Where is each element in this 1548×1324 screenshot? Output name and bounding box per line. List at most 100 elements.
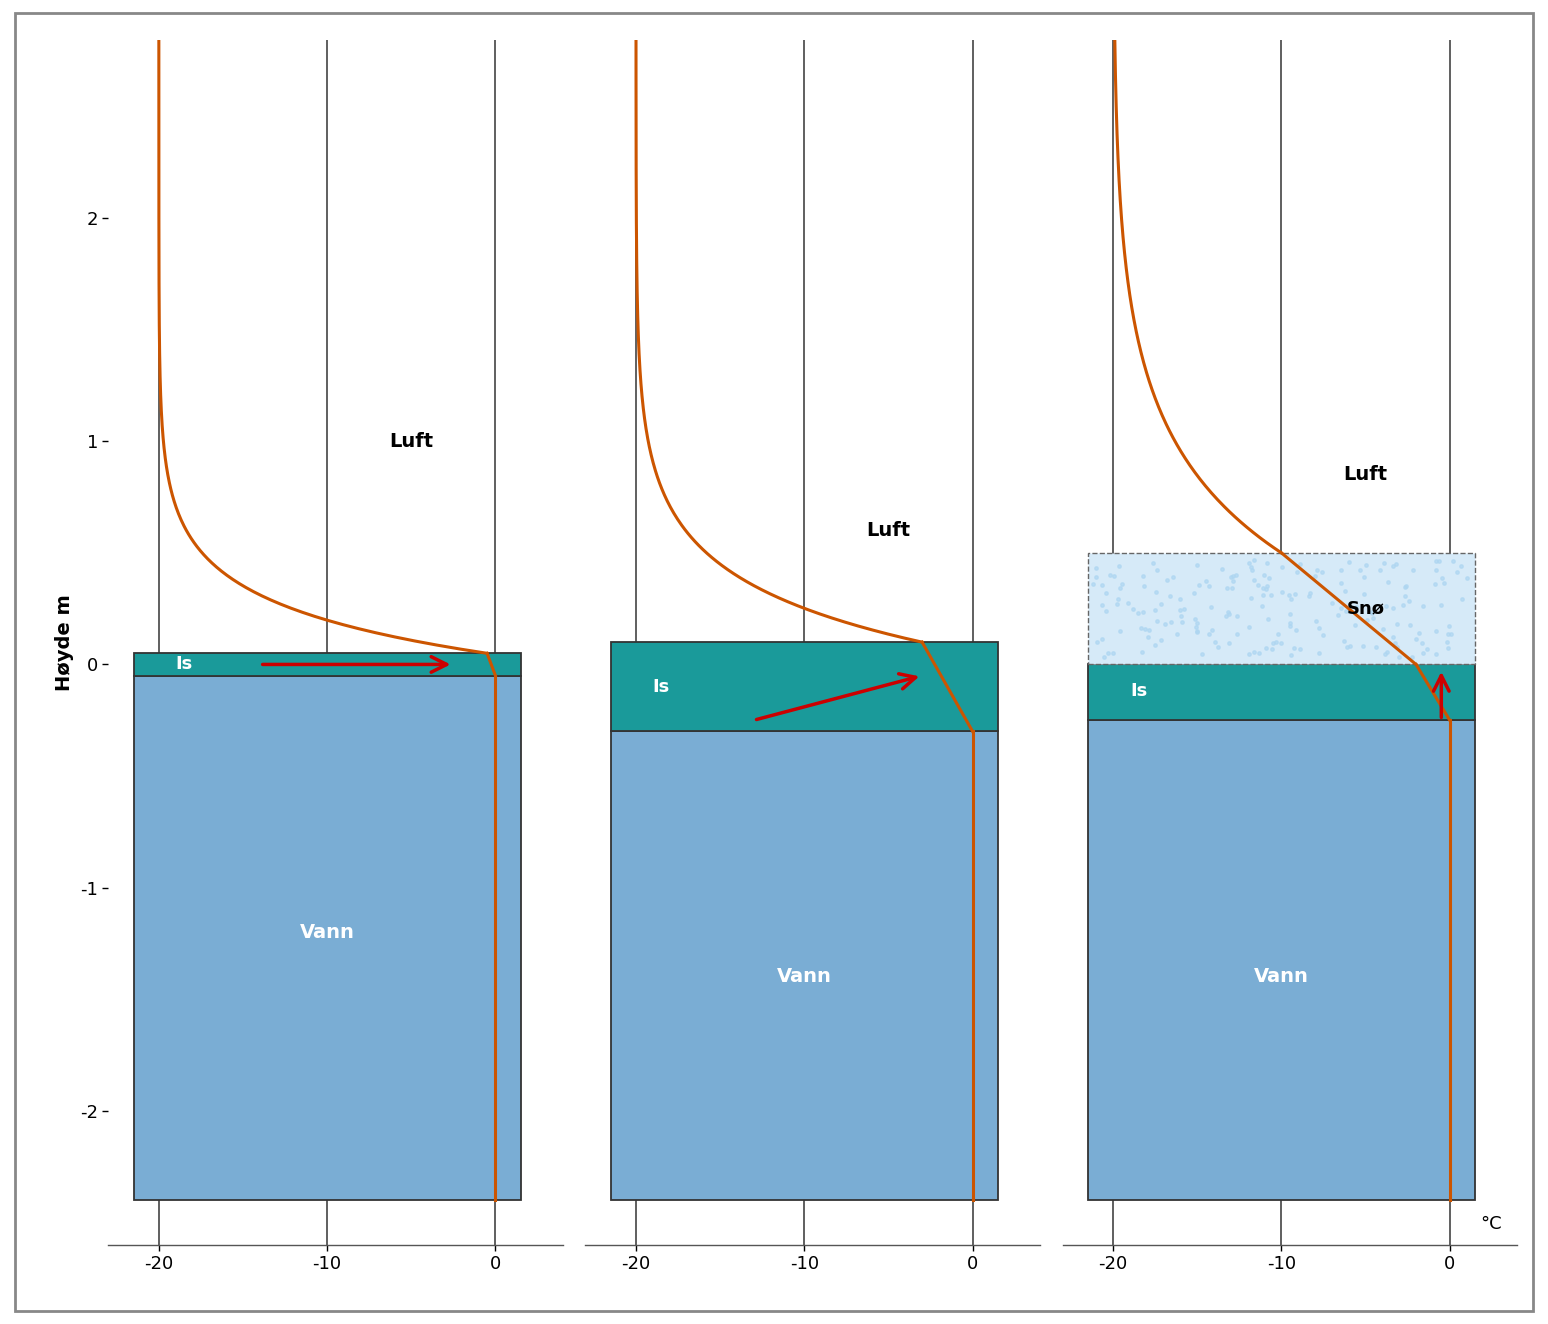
Point — [1084, 557, 1108, 579]
Point — [1172, 598, 1197, 620]
Point — [1404, 628, 1429, 649]
Point — [1282, 637, 1307, 658]
Point — [1441, 551, 1466, 572]
Point — [1237, 643, 1262, 665]
Point — [1382, 633, 1407, 654]
Point — [1144, 560, 1169, 581]
Point — [1217, 602, 1241, 624]
Point — [1125, 602, 1150, 624]
Point — [1128, 618, 1153, 639]
Point — [1344, 597, 1368, 618]
Point — [1296, 585, 1320, 606]
Point — [1390, 594, 1415, 616]
Point — [1241, 549, 1266, 571]
Point — [1423, 559, 1447, 580]
Point — [1132, 575, 1156, 596]
Point — [1401, 560, 1426, 581]
Point — [1142, 600, 1167, 621]
Point — [1331, 632, 1356, 653]
Point — [1410, 642, 1435, 663]
Point — [1237, 617, 1262, 638]
Point — [1149, 630, 1173, 651]
Text: Vann: Vann — [777, 968, 831, 986]
Point — [1206, 637, 1231, 658]
Point — [1288, 553, 1313, 575]
Point — [1351, 565, 1376, 587]
Point — [1217, 632, 1241, 653]
Point — [1144, 581, 1169, 602]
Point — [1437, 616, 1461, 637]
Point — [1107, 555, 1132, 576]
Point — [1255, 608, 1280, 629]
Point — [1385, 637, 1410, 658]
Point — [1353, 555, 1378, 576]
Point — [1238, 588, 1263, 609]
Point — [1259, 584, 1283, 605]
Point — [1194, 571, 1218, 592]
Point — [1354, 609, 1379, 630]
Point — [1241, 642, 1266, 663]
Point — [1283, 618, 1308, 639]
Point — [1430, 568, 1455, 589]
Point — [1297, 583, 1322, 604]
Point — [1367, 560, 1392, 581]
Text: Snø: Snø — [1347, 600, 1384, 618]
Point — [1215, 601, 1240, 622]
Point — [1269, 633, 1294, 654]
Point — [1427, 549, 1452, 571]
Point — [1375, 596, 1399, 617]
Point — [1387, 646, 1412, 667]
Point — [1107, 620, 1132, 641]
Point — [1260, 638, 1285, 659]
Point — [1254, 579, 1279, 600]
Text: Luft: Luft — [1344, 465, 1387, 485]
Point — [1257, 567, 1282, 588]
Point — [1432, 572, 1457, 593]
Point — [1305, 559, 1330, 580]
Point — [1211, 559, 1235, 580]
Point — [1254, 576, 1279, 597]
Point — [1412, 596, 1437, 617]
Point — [1187, 575, 1212, 596]
Point — [1328, 560, 1353, 581]
Point — [1136, 620, 1161, 641]
Point — [1303, 565, 1328, 587]
Point — [1372, 552, 1396, 573]
Bar — [1088, 665, 1475, 720]
Point — [1115, 592, 1139, 613]
Point — [1249, 594, 1274, 616]
Point — [1393, 577, 1418, 598]
Point — [1381, 556, 1406, 577]
Text: Vann: Vann — [1254, 968, 1310, 986]
Point — [1169, 612, 1194, 633]
Point — [1169, 605, 1194, 626]
Point — [1288, 638, 1313, 659]
Point — [1240, 559, 1265, 580]
Point — [1220, 565, 1245, 587]
Point — [1184, 616, 1209, 637]
Point — [1277, 614, 1302, 636]
Point — [1424, 549, 1449, 571]
Point — [1141, 552, 1166, 573]
Point — [1263, 632, 1288, 653]
Point — [1269, 556, 1294, 577]
Point — [1398, 614, 1423, 636]
Point — [1260, 633, 1285, 654]
Point — [1144, 610, 1169, 632]
Point — [1359, 601, 1384, 622]
Bar — [133, 653, 520, 675]
Point — [1251, 564, 1276, 585]
Point — [1238, 556, 1263, 577]
Text: Is: Is — [175, 655, 194, 674]
Point — [1438, 624, 1463, 645]
Bar — [611, 642, 998, 731]
Point — [1348, 559, 1373, 580]
Point — [1093, 600, 1118, 621]
Text: Is: Is — [653, 678, 670, 696]
Point — [1336, 552, 1361, 573]
Point — [1361, 602, 1385, 624]
Y-axis label: Høyde m: Høyde m — [56, 593, 74, 691]
Point — [1108, 577, 1133, 598]
Point — [1189, 643, 1214, 665]
Bar — [1088, 553, 1475, 665]
